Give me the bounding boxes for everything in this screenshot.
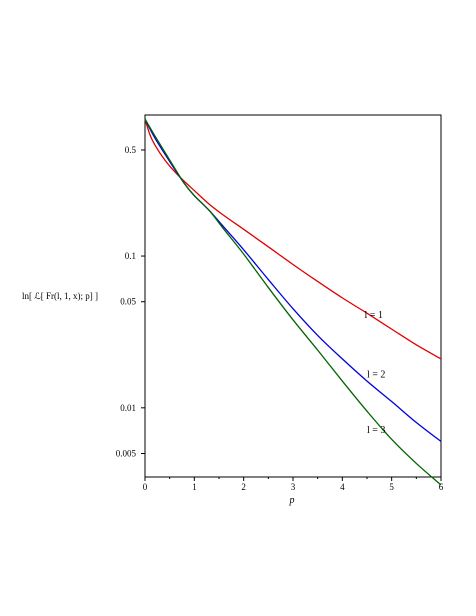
x-tick-label: 4 bbox=[340, 482, 345, 492]
y-tick-label: 0.05 bbox=[120, 297, 136, 307]
series-line-l1 bbox=[144, 118, 442, 360]
plot-frame bbox=[144, 114, 442, 478]
x-tick-label: 3 bbox=[291, 482, 296, 492]
x-tick-label: 6 bbox=[439, 482, 444, 492]
x-axis-label: p bbox=[289, 495, 295, 506]
y-tick-label: 0.01 bbox=[120, 403, 136, 413]
curve-label-l3: l = 3 bbox=[367, 425, 385, 436]
x-tick-label: 5 bbox=[389, 482, 394, 492]
annotation-layer: l = 1 l = 2 l = 3 bbox=[365, 310, 386, 436]
series-layer bbox=[144, 118, 442, 486]
series-line-l2 bbox=[144, 118, 442, 442]
x-tick-label: 1 bbox=[192, 482, 197, 492]
y-axis: 0.005 0.01 0.05 0.1 0.5 bbox=[116, 145, 145, 458]
y-axis-label: ln[ ℒ[ Fr(l, 1, x); p] ] bbox=[22, 291, 98, 301]
y-tick-label: 0.005 bbox=[116, 448, 137, 458]
y-tick-label: 0.1 bbox=[125, 251, 136, 261]
curve-label-l1: l = 1 bbox=[365, 310, 383, 321]
x-tick-label: 0 bbox=[143, 482, 148, 492]
series-line-l3 bbox=[144, 118, 442, 486]
curve-label-l2: l = 2 bbox=[367, 370, 385, 381]
x-axis: 0 1 2 3 4 5 6 bbox=[143, 477, 444, 492]
x-tick-label: 2 bbox=[241, 482, 246, 492]
y-tick-label: 0.5 bbox=[125, 145, 137, 155]
